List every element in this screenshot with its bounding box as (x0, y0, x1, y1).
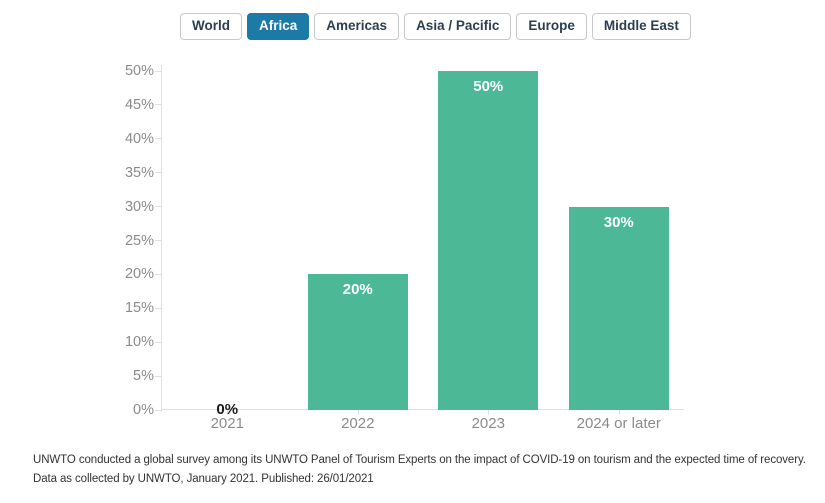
y-axis-tick-label: 0% (133, 402, 154, 418)
y-axis-tick (155, 307, 162, 309)
bar-value-label: 30% (603, 213, 634, 231)
plot-area: 0% 5% 10% 15% 20% 25% 30% 35% 40% 45% 50% 0% 2021 20%… (125, 60, 684, 432)
y-axis-tick-label: 35% (124, 164, 154, 181)
y-axis-tick (155, 273, 162, 275)
bar-value-label: 50% (473, 78, 504, 95)
y-axis-line (161, 65, 162, 410)
x-axis-category-label: 2024 or later (576, 415, 661, 432)
y-axis-tick (155, 341, 162, 343)
y-axis-tick (155, 104, 162, 106)
tab-middle-east[interactable]: Middle East (591, 13, 691, 40)
bar-2023[interactable] (438, 71, 539, 410)
y-axis-tick-label: 15% (124, 300, 154, 317)
x-axis-category-label: 2022 (341, 415, 375, 432)
tab-americas[interactable]: Americas (314, 13, 400, 40)
x-axis-line (162, 409, 684, 410)
y-axis-tick (155, 409, 162, 411)
tab-europe[interactable]: Europe (516, 13, 587, 40)
y-axis-tick (155, 172, 162, 174)
chart-footer: UNWTO conducted a global survey among it… (33, 451, 806, 490)
y-axis-tick (155, 375, 162, 377)
bar-value-label: 20% (342, 281, 373, 299)
y-axis-tick (155, 240, 162, 241)
y-axis-tick-label: 30% (124, 198, 154, 215)
y-axis-tick-label: 45% (124, 96, 154, 113)
y-axis-tick-label: 20% (124, 266, 154, 283)
footer-line-2: Data as collected by UNWTO, January 2021… (33, 473, 374, 486)
bar-value-label: 0% (216, 401, 239, 418)
tab-africa[interactable]: Africa (247, 13, 310, 40)
y-axis-tick-label: 25% (124, 232, 154, 249)
bar-2022[interactable] (307, 274, 408, 410)
y-axis-tick (155, 206, 162, 208)
x-axis-tick (488, 410, 490, 415)
x-axis-category-label: 2021 (210, 415, 244, 432)
y-axis-tick-label: 5% (133, 368, 154, 385)
x-axis-tick (227, 410, 229, 415)
region-tabs: World Africa Americas Asia / Pacific Europe M… (180, 13, 691, 40)
y-axis-tick-label: 10% (124, 334, 154, 351)
tab-world[interactable]: World (180, 13, 242, 40)
tab-asia-pacific[interactable]: Asia / Pacific (404, 13, 512, 40)
y-axis-tick-label: 50% (124, 63, 154, 79)
x-axis-tick (618, 410, 620, 415)
x-axis-category-label: 2023 (471, 415, 505, 432)
x-axis-tick (357, 410, 359, 415)
y-axis-tick (155, 138, 162, 140)
y-axis-tick-label: 40% (124, 130, 154, 147)
footer-line-1: UNWTO conducted a global survey among it… (33, 454, 806, 466)
y-axis-tick (155, 70, 162, 72)
bar-2024-or-later[interactable] (568, 206, 669, 410)
